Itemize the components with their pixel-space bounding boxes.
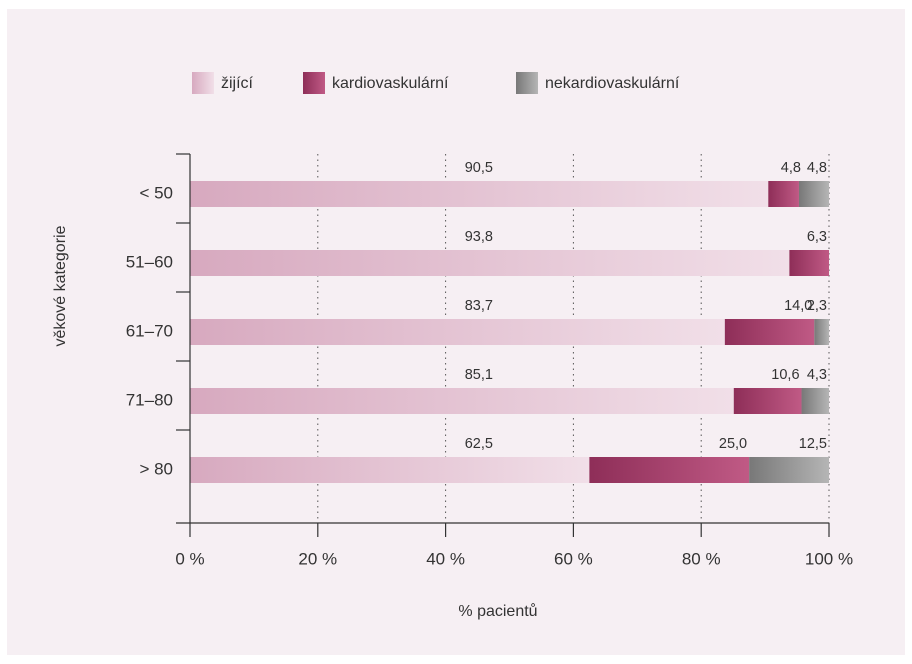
bar-kardiovaskularni [768, 181, 799, 207]
legend: žijící kardiovaskulární nekardiovaskulární [192, 72, 680, 94]
category-label: < 50 [139, 183, 173, 202]
x-tick-label: 20 % [298, 549, 337, 568]
legend-label-kardiovaskularni: kardiovaskulární [332, 75, 449, 92]
bar-zijici [190, 388, 734, 414]
category-label: > 80 [139, 459, 173, 478]
data-label-zijici: 90,5 [465, 160, 493, 176]
data-label-kardiovaskularni: 25,0 [719, 436, 747, 452]
bar-nekardiovaskularni [814, 319, 829, 345]
data-label-nekardiovaskularni: 4,8 [807, 160, 827, 176]
legend-swatch-kardiovaskularni [303, 72, 325, 94]
bar-kardiovaskularni [733, 388, 802, 414]
x-tick-label: 60 % [554, 549, 593, 568]
bar-kardiovaskularni [589, 457, 750, 483]
data-label-zijici: 93,8 [465, 229, 493, 245]
data-label-nekardiovaskularni: 12,5 [799, 436, 827, 452]
bar-zijici [190, 319, 725, 345]
x-tick-label: 80 % [682, 549, 721, 568]
category-label: 61–70 [126, 321, 173, 340]
data-label-kardiovaskularni: 4,8 [781, 160, 801, 176]
legend-swatch-zijici [192, 72, 214, 94]
chart-panel: žijící kardiovaskulární nekardiovaskulární… [7, 9, 905, 655]
bar-kardiovaskularni [724, 319, 815, 345]
category-label: 51–60 [126, 252, 173, 271]
data-label-kardiovaskularni: 10,6 [771, 367, 799, 383]
data-label-zijici: 83,7 [465, 298, 493, 314]
data-label-kardiovaskularni: 6,3 [807, 229, 827, 245]
bar-nekardiovaskularni [798, 181, 829, 207]
stacked-bar-chart: žijící kardiovaskulární nekardiovaskulární… [52, 72, 853, 620]
data-label-nekardiovaskularni: 4,3 [807, 367, 827, 383]
bar-kardiovaskularni [789, 250, 829, 276]
legend-swatch-nekardiovaskularni [516, 72, 538, 94]
bars: 90,5 4,8 4,8 93,8 6,3 83,7 14,02,3 85,1 10,6 4,3 6… [190, 160, 829, 483]
data-label-kardiovaskularni: 14,0 [784, 298, 812, 314]
grid-lines [317, 154, 830, 523]
bar-zijici [190, 250, 790, 276]
data-label-nekardiovaskularni: 2,3 [807, 298, 827, 314]
x-tick-label: 40 % [426, 549, 465, 568]
category-label: 71–80 [126, 390, 173, 409]
x-tick-label: 100 % [805, 549, 853, 568]
axes: < 50 51–60 61–70 71–80 > 80 0 % 20 % 40 % 60 % 80… [126, 153, 853, 568]
legend-label-zijici: žijící [221, 75, 254, 92]
bar-nekardiovaskularni [801, 388, 829, 414]
legend-label-nekardiovaskularni: nekardiovaskulární [545, 75, 680, 92]
data-label-zijici: 62,5 [465, 436, 493, 452]
data-label-zijici: 85,1 [465, 367, 493, 383]
bar-zijici [190, 457, 590, 483]
x-axis-title: % pacientů [458, 602, 537, 620]
y-axis-title: věkové kategorie [52, 225, 69, 346]
bar-nekardiovaskularni [749, 457, 829, 483]
x-tick-label: 0 % [175, 549, 204, 568]
bar-zijici [190, 181, 769, 207]
